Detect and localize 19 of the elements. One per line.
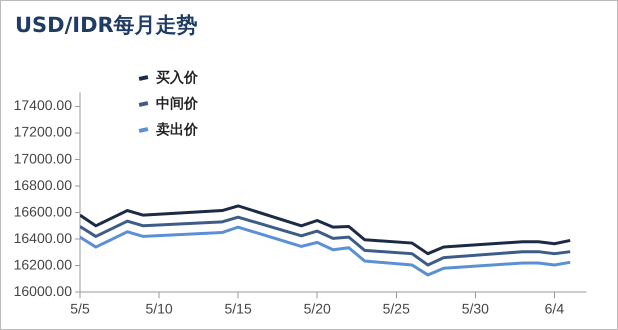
y-tick-label: 16000.00 [14,283,72,300]
x-tick-label: 5/5 [70,300,90,316]
legend-label: 买入价 [156,69,198,87]
y-tick-label: 16400.00 [14,230,72,246]
y-tick-label: 16800.00 [14,176,72,193]
y-tick-label: 16600.00 [14,203,72,220]
legend-label: 中间价 [156,95,198,113]
y-tick-label: 16200.00 [14,256,72,272]
chart-title: USD/IDR每月走势 [15,12,198,39]
y-tick-label: 17000.00 [14,150,72,166]
y-tick-label: 17400.00 [14,97,72,114]
y-tick-label: 17200.00 [14,124,72,140]
x-tick-label: 6/4 [544,300,564,316]
x-tick-label: 5/25 [382,300,410,316]
x-tick-label: 5/20 [304,300,332,316]
legend-label: 卖出价 [156,121,198,139]
x-tick-label: 5/30 [462,300,490,316]
x-tick-label: 5/10 [145,300,173,316]
x-tick-label: 5/15 [224,300,252,316]
